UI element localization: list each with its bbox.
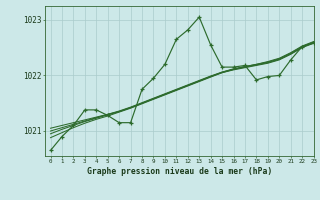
- X-axis label: Graphe pression niveau de la mer (hPa): Graphe pression niveau de la mer (hPa): [87, 167, 272, 176]
